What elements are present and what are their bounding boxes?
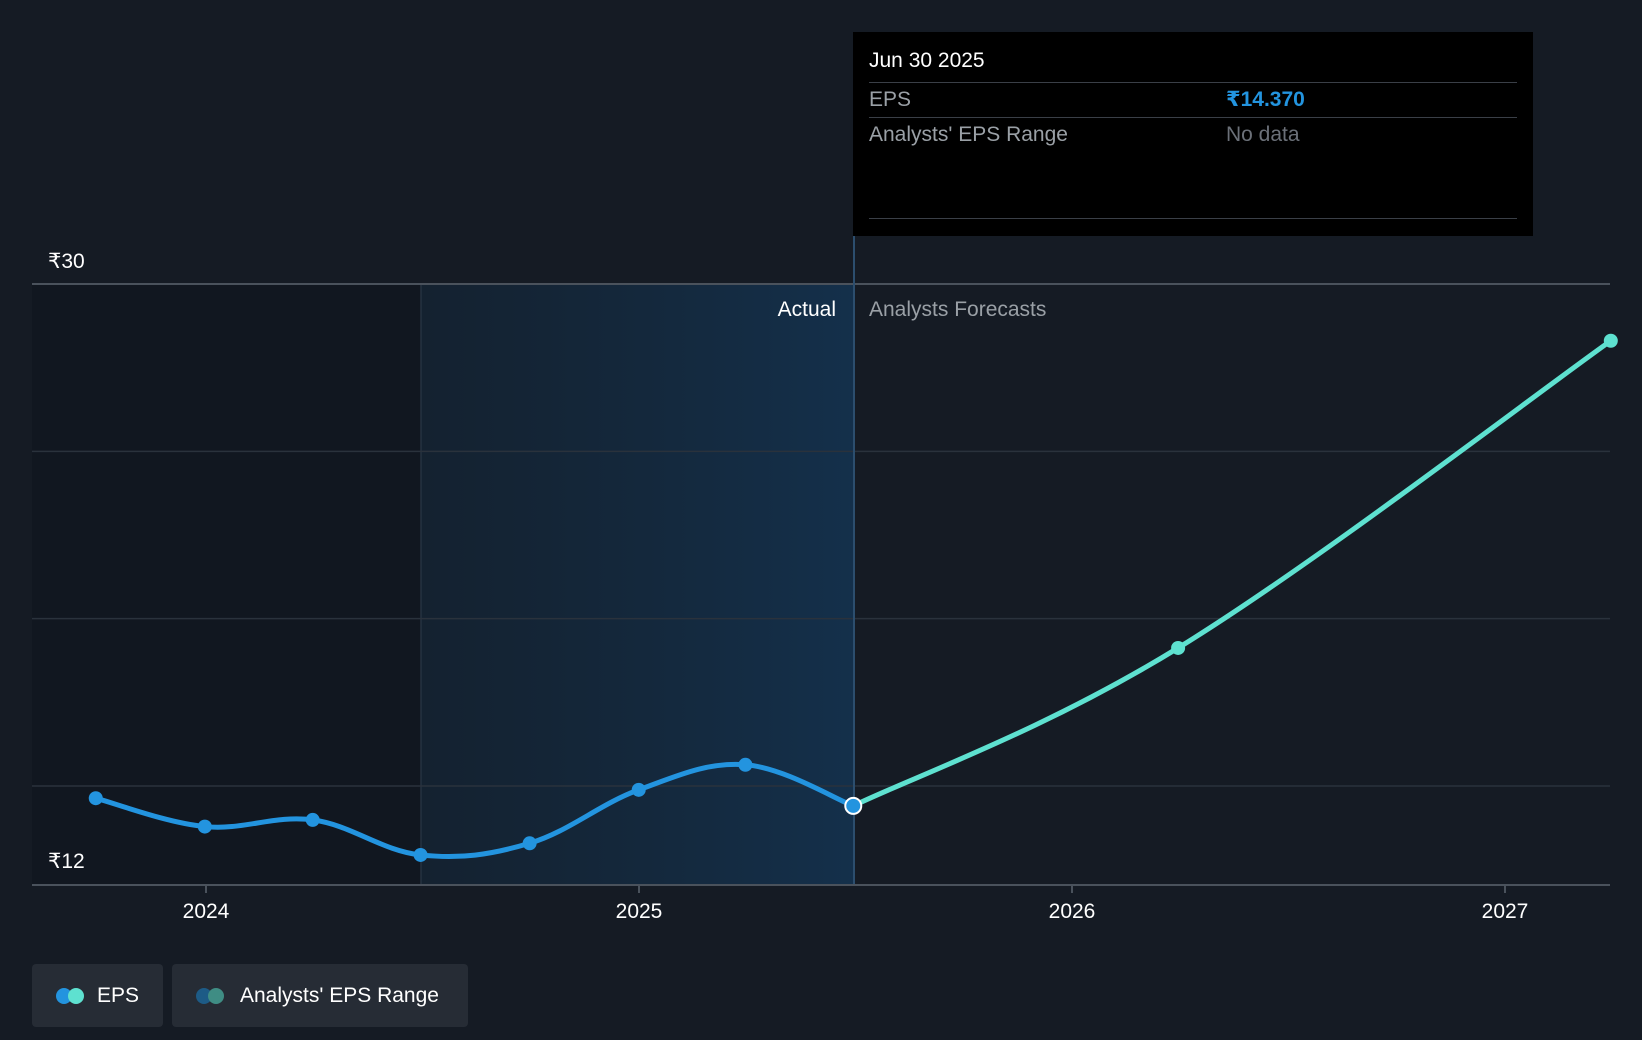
legend-eps-range-button[interactable]: Analysts' EPS Range — [172, 964, 468, 1027]
eps-point[interactable] — [738, 757, 753, 772]
eps-highlight-point[interactable] — [844, 796, 863, 815]
tooltip-row-range: Analysts' EPS Range No data — [869, 118, 1517, 152]
tooltip-eps-label: EPS — [869, 88, 912, 111]
x-axis-ticks: 2024 2025 2026 2027 — [183, 885, 1529, 923]
range-legend-icon — [196, 987, 226, 1004]
eps-point[interactable] — [197, 819, 212, 834]
eps-point[interactable] — [522, 836, 537, 851]
x-tick-label: 2027 — [1482, 900, 1529, 923]
gridlines — [32, 283, 1610, 787]
eps-forecast-line — [850, 338, 1614, 809]
actual-label: Actual — [778, 298, 836, 321]
legend: EPS Analysts' EPS Range — [32, 964, 468, 1027]
x-tick-label: 2026 — [1049, 900, 1096, 923]
past-region — [32, 284, 421, 885]
tooltip-eps-value: ₹14.370 — [1226, 88, 1305, 111]
eps-actual-line — [93, 761, 856, 860]
tooltip-range-value: No data — [1226, 123, 1300, 146]
series-layer — [88, 333, 1618, 862]
tooltip-date: Jun 30 2025 — [869, 46, 1517, 83]
forecast-label: Analysts Forecasts — [869, 298, 1046, 321]
y-axis-max-label: ₹30 — [48, 250, 85, 273]
y-axis-min-label: ₹12 — [48, 850, 85, 873]
eps-point[interactable] — [88, 791, 103, 806]
tooltip: Jun 30 2025 EPS ₹14.370 Analysts' EPS Ra… — [853, 32, 1533, 236]
legend-eps-label: EPS — [96, 983, 139, 1007]
tooltip-divider — [869, 218, 1517, 219]
eps-point[interactable] — [305, 812, 320, 827]
eps-legend-icon — [56, 987, 84, 1004]
eps-point[interactable] — [413, 847, 428, 862]
tooltip-row-eps: EPS ₹14.370 — [869, 83, 1517, 118]
legend-range-label: Analysts' EPS Range — [240, 983, 439, 1007]
x-tick-label: 2025 — [616, 900, 663, 923]
x-tick-label: 2024 — [183, 900, 230, 923]
tooltip-range-label: Analysts' EPS Range — [869, 123, 1068, 146]
eps-forecast-point[interactable] — [1171, 640, 1186, 655]
legend-eps-button[interactable]: EPS — [32, 964, 163, 1027]
eps-point[interactable] — [631, 782, 646, 797]
eps-forecast-point[interactable] — [1603, 333, 1618, 348]
